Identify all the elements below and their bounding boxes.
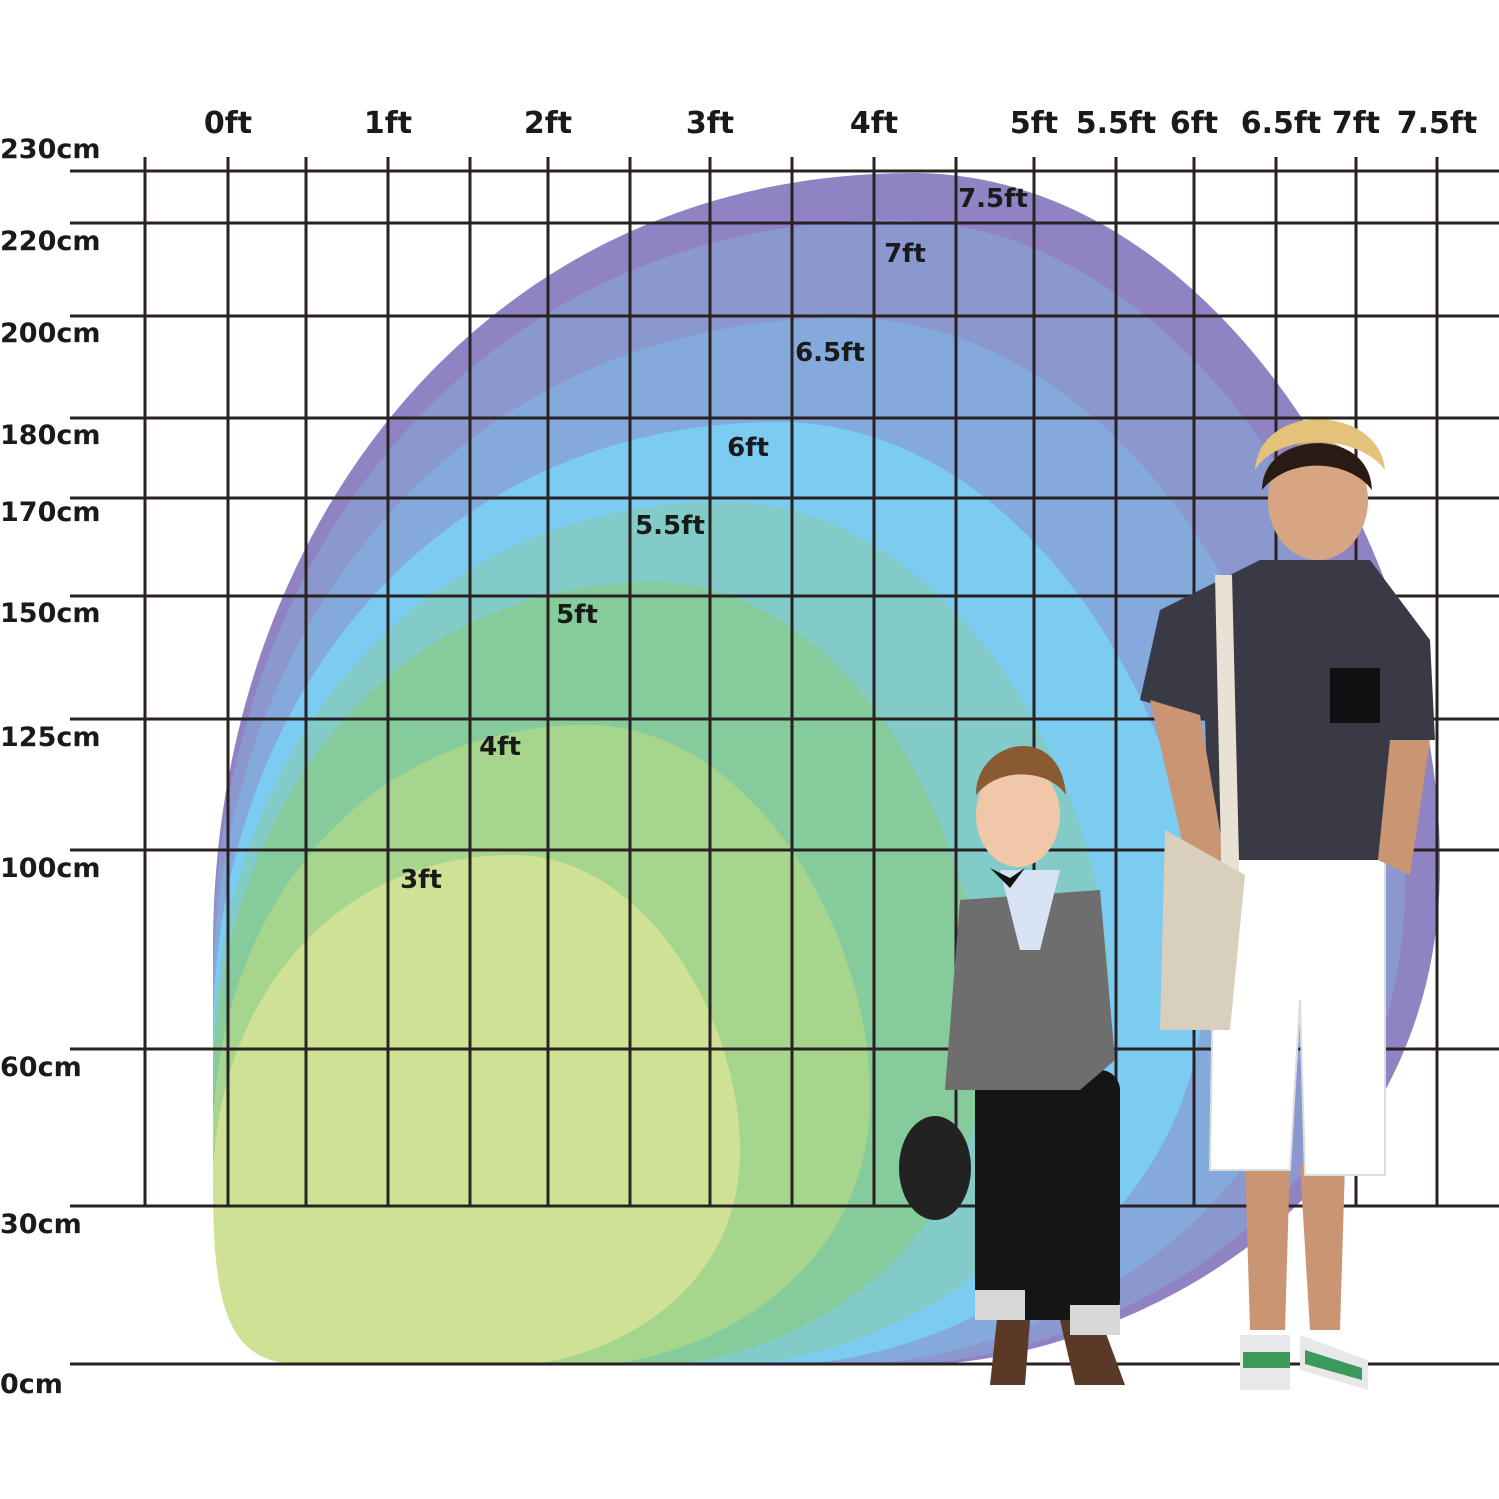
size-label-5.5ft: 5.5ft [635,511,705,541]
size-label-4ft: 4ft [479,732,521,762]
size-label-6ft: 6ft [727,433,769,463]
adult-figure [1140,419,1435,1390]
x-tick-label: 7ft [1332,106,1380,141]
x-tick-label: 5.5ft [1076,106,1157,141]
y-tick-label: 220cm [0,226,101,257]
y-tick-label: 200cm [0,318,101,349]
size-labels: 7.5ft 7ft 6.5ft 6ft 5.5ft 5ft 4ft 3ft [400,184,1028,895]
size-label-3ft: 3ft [400,865,442,895]
x-tick-label: 4ft [850,106,898,141]
child-figure [899,745,1125,1385]
x-tick-label: 6ft [1170,106,1218,141]
y-tick-label: 100cm [0,853,101,884]
people-figures [899,419,1435,1390]
grid-lines [70,157,1499,1366]
y-tick-label: 125cm [0,722,101,753]
y-tick-label: 0cm [0,1369,63,1400]
y-tick-label: 60cm [0,1052,82,1083]
x-tick-label: 5ft [1010,106,1058,141]
y-tick-label: 230cm [0,134,101,165]
size-label-5ft: 5ft [556,600,598,630]
x-tick-label: 6.5ft [1241,106,1322,141]
y-tick-label: 30cm [0,1209,82,1240]
x-tick-label: 3ft [686,106,734,141]
size-label-7ft: 7ft [884,239,926,269]
x-tick-label: 1ft [364,106,412,141]
size-blob-3ft [213,855,740,1365]
x-tick-label: 7.5ft [1397,106,1478,141]
y-tick-label: 150cm [0,598,101,629]
x-tick-label: 2ft [524,106,572,141]
size-label-6.5ft: 6.5ft [795,338,865,368]
y-tick-label: 180cm [0,420,101,451]
y-tick-label: 170cm [0,497,101,528]
size-label-7.5ft: 7.5ft [958,184,1028,214]
y-axis-labels: 230cm 220cm 200cm 180cm 170cm 150cm 125cm 100cm… [0,134,101,1400]
x-axis-labels: 0ft 1ft 2ft 3ft 4ft 5ft 5.5ft 6ft 6.5ft 7ft 7.5ft [204,106,1477,141]
x-tick-label: 0ft [204,106,252,141]
